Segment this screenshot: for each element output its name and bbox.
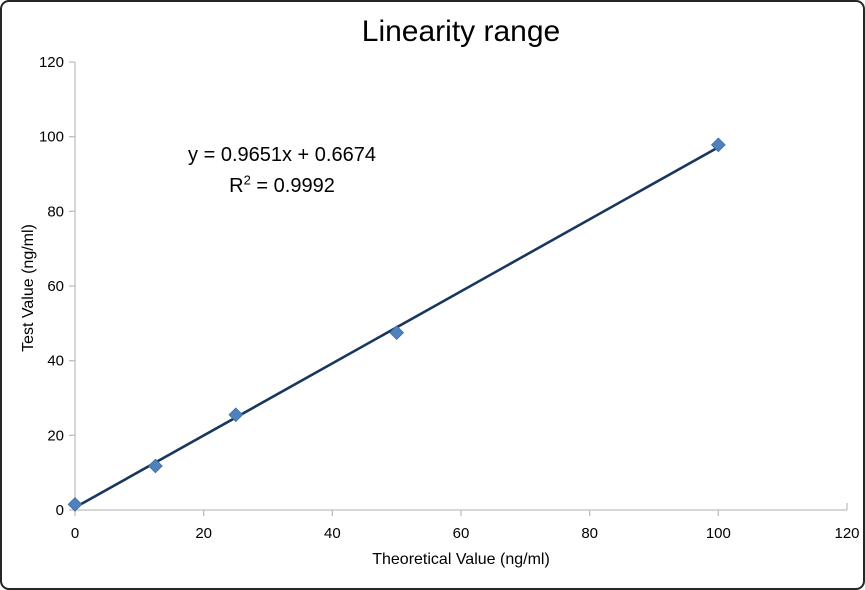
- x-axis-title: Theoretical Value (ng/ml): [372, 551, 550, 568]
- trendline-annotation: y = 0.9651x + 0.6674 R2 = 0.9992: [132, 140, 432, 202]
- r-squared-text: R2 = 0.9992: [132, 171, 432, 202]
- y-axis-title: Test Value (ng/ml): [20, 224, 37, 352]
- data-point-marker: [228, 407, 244, 423]
- x-tick-label: 40: [324, 525, 341, 542]
- x-tick-label: 20: [195, 525, 212, 542]
- y-tick-label: 120: [39, 54, 64, 71]
- y-tick-label: 60: [47, 278, 64, 295]
- r-squared-value: = 0.9992: [250, 175, 335, 197]
- trendline-equation: y = 0.9651x + 0.6674: [188, 144, 376, 166]
- data-point-marker: [710, 137, 726, 153]
- r-squared-symbol: R: [229, 175, 244, 197]
- y-tick-label: 40: [47, 353, 64, 370]
- y-tick-label: 100: [39, 129, 64, 146]
- data-point-marker: [67, 497, 83, 512]
- x-tick-label: 0: [71, 525, 79, 542]
- data-point-marker: [389, 325, 405, 341]
- r-squared-exponent: 2: [243, 172, 251, 188]
- x-tick-label: 120: [834, 525, 859, 542]
- y-tick-label: 20: [47, 427, 64, 444]
- y-tick-label: 0: [56, 502, 64, 519]
- data-point-marker: [148, 458, 163, 474]
- y-tick-label: 80: [47, 203, 64, 220]
- x-tick-label: 100: [706, 525, 731, 542]
- x-tick-label: 60: [453, 525, 470, 542]
- chart-title: Linearity range: [361, 15, 561, 48]
- x-tick-label: 80: [581, 525, 598, 542]
